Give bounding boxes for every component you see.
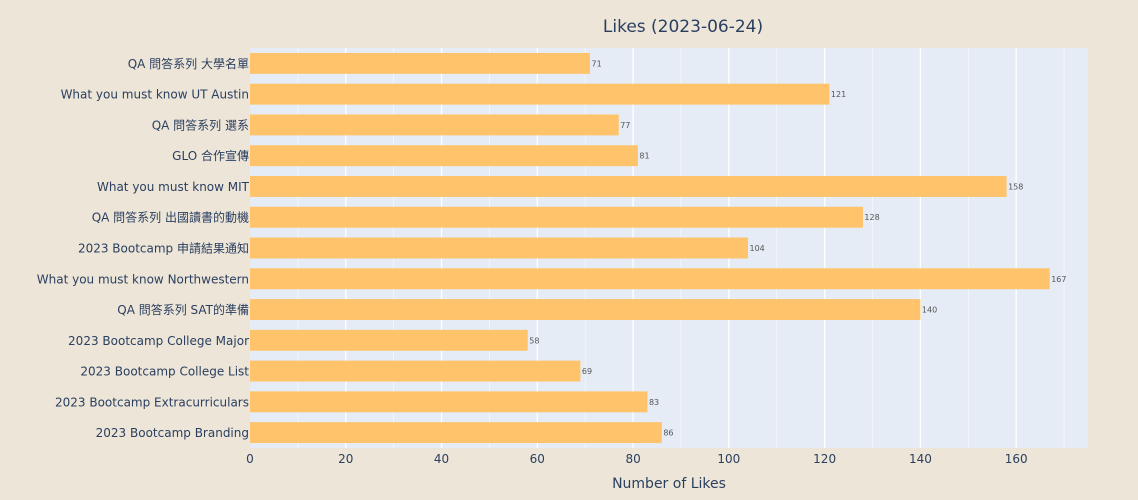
value-label-11: 83 [649,398,659,407]
bar-10[interactable] [250,360,581,382]
x-tick-label-4: 80 [625,452,640,466]
value-label-9: 58 [529,336,539,345]
category-label-4: What you must know MIT [97,180,250,194]
value-label-8: 140 [922,306,937,315]
bar-5[interactable] [250,206,863,228]
bars [250,52,1050,444]
x-tick-label-8: 160 [1005,452,1028,466]
category-label-6: 2023 Bootcamp 申請結果通知 [78,242,249,256]
bar-9[interactable] [250,329,528,351]
bar-2[interactable] [250,114,619,136]
x-tick-labels: 0 20 40 60 80 100 120 140 160 [246,452,1027,466]
category-label-5: QA 問答系列 出國讀書的動機 [92,210,249,225]
x-axis-title: Number of Likes [612,476,726,492]
bar-4[interactable] [250,176,1007,197]
bar-6[interactable] [250,237,749,259]
bar-7[interactable] [250,268,1050,290]
x-tick-label-2: 40 [434,452,449,466]
bar-11[interactable] [250,391,648,413]
category-label-3: GLO 合作宣傳 [172,148,249,163]
x-tick-label-3: 60 [530,452,545,466]
value-label-1: 121 [831,90,846,99]
value-label-5: 128 [864,213,879,222]
category-label-10: 2023 Bootcamp College List [80,365,249,379]
x-tick-label-6: 120 [813,452,836,466]
category-label-2: QA 問答系列 選系 [152,117,249,132]
bar-1[interactable] [250,83,830,105]
category-label-11: 2023 Bootcamp Extracurriculars [55,395,249,409]
bar-3[interactable] [250,145,638,167]
category-labels: QA 問答系列 大學名單 What you must know UT Austin… [37,56,250,440]
bar-8[interactable] [250,299,921,320]
value-label-6: 104 [750,244,765,253]
category-label-12: 2023 Bootcamp Branding [96,426,249,440]
category-label-1: What you must know UT Austin [61,88,249,102]
value-label-7: 167 [1051,275,1066,284]
bar-12[interactable] [250,422,662,444]
value-label-10: 69 [582,367,592,376]
bar-0[interactable] [250,52,590,74]
category-label-0: QA 問答系列 大學名單 [128,56,249,71]
x-tick-label-7: 140 [909,452,932,466]
value-label-12: 86 [663,429,673,438]
x-tick-label-1: 20 [338,452,353,466]
value-label-2: 77 [620,121,630,130]
x-tick-label-0: 0 [246,452,254,466]
value-labels: 71 121 77 81 158 128 104 167 140 58 69 83 86 [529,59,1066,437]
category-label-7: What you must know Northwestern [37,272,249,286]
chart-title: Likes (2023-06-24) [603,17,763,37]
value-label-4: 158 [1008,182,1023,191]
value-label-3: 81 [639,152,649,161]
x-tick-label-5: 100 [717,452,740,466]
value-label-0: 71 [591,59,601,68]
category-label-9: 2023 Bootcamp College Major [68,334,249,348]
category-label-8: QA 問答系列 SAT的準備 [117,302,249,317]
